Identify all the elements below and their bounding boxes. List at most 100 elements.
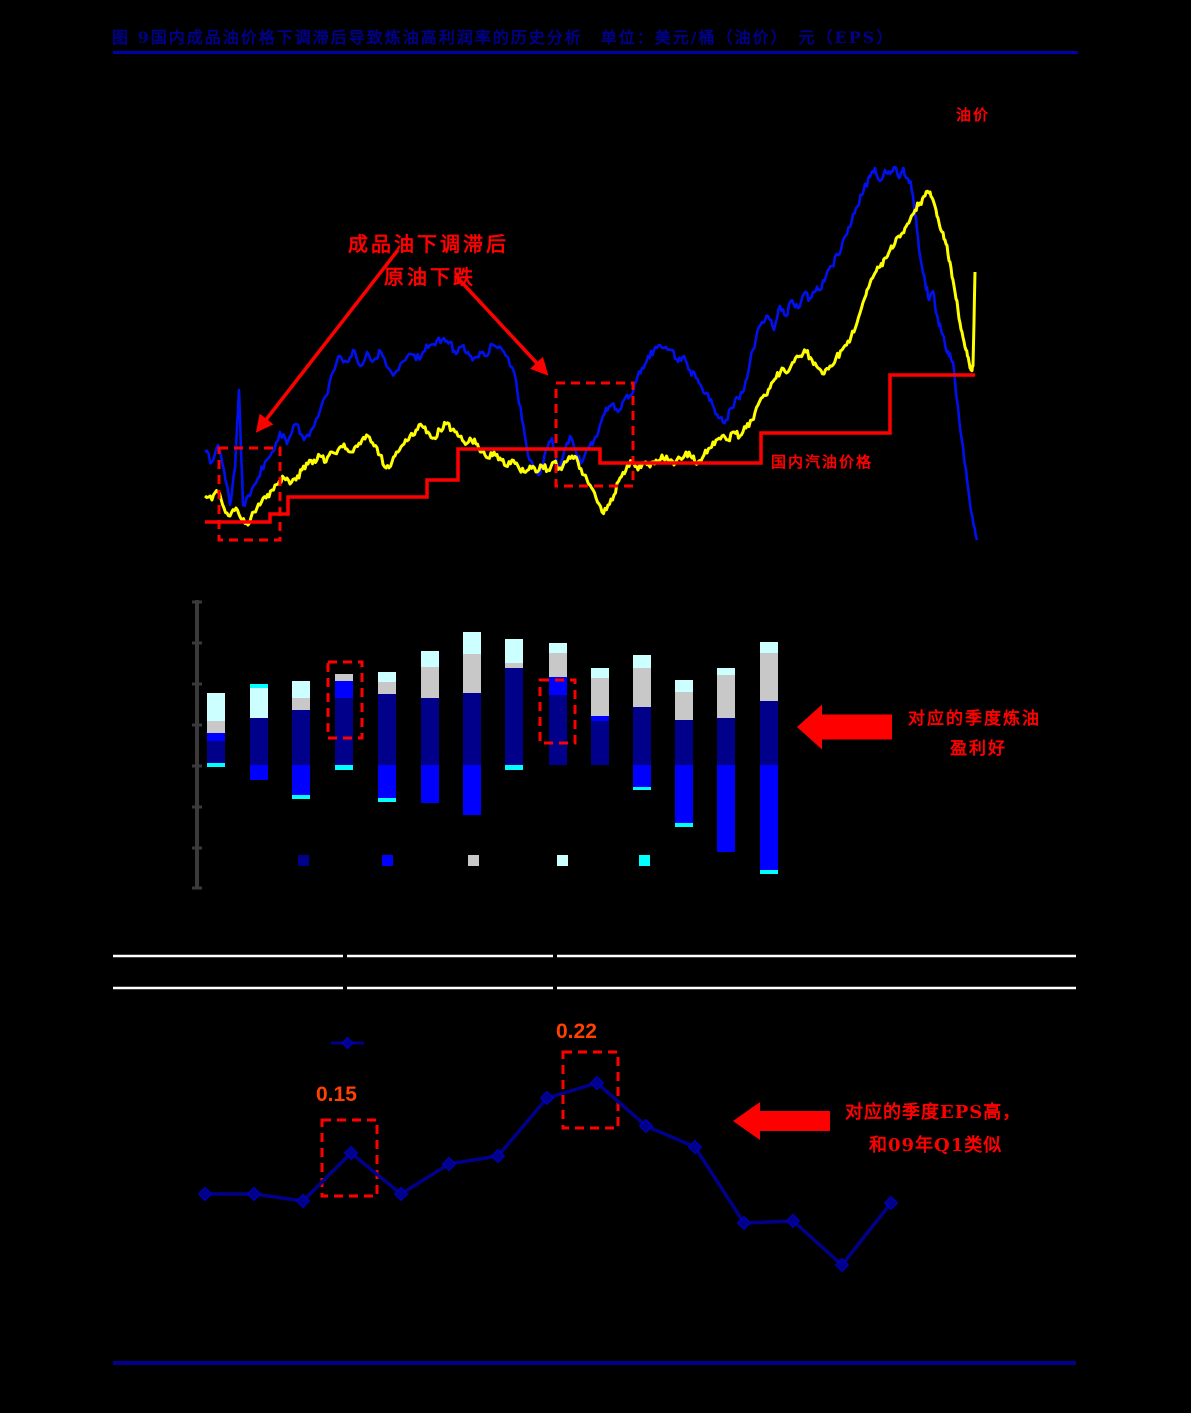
legend-swatch-cyan bbox=[639, 855, 650, 866]
eps-point-marker bbox=[736, 1215, 752, 1231]
crude-oil-blue-line bbox=[204, 165, 979, 541]
bar-segment-navy bbox=[292, 710, 310, 765]
bar-segment-lightcyan bbox=[505, 639, 523, 663]
bar-segment-navy bbox=[505, 668, 523, 765]
oil-price-label: 油价 bbox=[956, 106, 991, 124]
highlight-dashed-box-2 bbox=[554, 381, 635, 488]
eps-point-marker bbox=[343, 1145, 359, 1161]
annotation-crude-fall-line2: 原油下跌 bbox=[384, 265, 476, 289]
bar-segment-blue bbox=[760, 765, 778, 870]
eps-point-marker bbox=[687, 1139, 703, 1155]
legend-swatch-lightcyan bbox=[557, 855, 568, 866]
bar-segment-blue bbox=[633, 765, 651, 787]
eps-point-marker bbox=[490, 1148, 506, 1164]
bar-segment-silver bbox=[760, 653, 778, 701]
bar-segment-silver bbox=[717, 675, 735, 718]
eps-point-marker bbox=[441, 1156, 457, 1172]
eps-line bbox=[205, 1081, 893, 1267]
bar-segment-navy bbox=[463, 693, 481, 765]
title-underline bbox=[113, 51, 1078, 54]
eps-point-marker bbox=[834, 1257, 850, 1273]
bar-segment-silver bbox=[675, 692, 693, 720]
bar-segment-silver bbox=[207, 721, 225, 733]
bar-segment-silver bbox=[378, 682, 396, 694]
highlight-dashed-box-5 bbox=[320, 1118, 379, 1198]
refining-profit-arrow bbox=[797, 704, 892, 750]
eps-note-line2: 和09年Q1类似 bbox=[869, 1135, 1003, 1156]
bar-segment-cyan bbox=[633, 787, 651, 790]
highlight-dashed-box-1 bbox=[217, 446, 282, 542]
bar-segment-navy bbox=[591, 721, 609, 765]
eps-point-marker bbox=[539, 1090, 555, 1106]
annotation-delayed-cut-line1: 成品油下调滞后 bbox=[348, 232, 509, 256]
domestic-gasoline-price-label: 国内汽油价格 bbox=[771, 453, 874, 471]
bar-segment-silver bbox=[292, 698, 310, 710]
eps-point-marker bbox=[197, 1186, 213, 1202]
eps-value-label-022: 0.22 bbox=[556, 1020, 597, 1043]
bar-segment-lightcyan bbox=[292, 681, 310, 698]
bar-segment-navy bbox=[675, 720, 693, 765]
eps-value-label-015: 0.15 bbox=[316, 1083, 357, 1106]
bar-segment-cyan bbox=[250, 684, 268, 688]
eps-point-marker bbox=[393, 1186, 409, 1202]
highlight-dashed-box-6 bbox=[561, 1050, 620, 1130]
bar-segment-silver bbox=[421, 667, 439, 698]
bar-segment-blue bbox=[378, 765, 396, 798]
bottom-rule bbox=[113, 1361, 1076, 1365]
bar-segment-blue bbox=[675, 765, 693, 823]
bar-segment-navy bbox=[335, 698, 353, 765]
eps-point-marker bbox=[638, 1118, 654, 1134]
bar-segment-silver bbox=[335, 674, 353, 681]
bar-segment-silver bbox=[633, 668, 651, 707]
bar-segment-blue bbox=[463, 765, 481, 815]
legend-swatch-silver bbox=[468, 855, 479, 866]
annotation-arrow-2 bbox=[453, 273, 549, 376]
legend-swatch-navy bbox=[298, 855, 309, 866]
bar-segment-silver bbox=[463, 654, 481, 693]
bar-segment-lightcyan bbox=[207, 693, 225, 721]
eps-point-marker bbox=[785, 1213, 801, 1229]
bar-segment-blue bbox=[207, 733, 225, 741]
bar-segment-navy bbox=[250, 718, 268, 765]
bar-segment-lightcyan bbox=[675, 680, 693, 692]
figure-title: 图 9国内成品油价格下调滞后导致炼油高利润率的历史分析 单位：美元/桶（油价） … bbox=[112, 28, 895, 47]
bar-segment-blue bbox=[335, 681, 353, 698]
bar-segment-lightcyan bbox=[378, 672, 396, 682]
refining-profit-note-line2: 盈利好 bbox=[950, 739, 1007, 759]
bar-segment-navy bbox=[421, 698, 439, 765]
eps-note-arrow bbox=[733, 1102, 830, 1140]
eps-point-marker bbox=[589, 1075, 605, 1091]
bar-segment-cyan bbox=[292, 795, 310, 799]
refining-profit-note-line1: 对应的季度炼油 bbox=[908, 709, 1041, 729]
bar-segment-navy bbox=[378, 694, 396, 765]
bar-segment-blue bbox=[292, 765, 310, 795]
eps-note-line1: 对应的季度EPS高， bbox=[845, 1102, 1022, 1123]
bar-segment-navy bbox=[633, 707, 651, 765]
crude-oil-yellow-line bbox=[204, 189, 977, 527]
bar-segment-lightcyan bbox=[591, 668, 609, 678]
annotation-arrow-1 bbox=[255, 248, 400, 433]
bar-segment-lightcyan bbox=[463, 632, 481, 654]
legend-swatch-blue bbox=[382, 855, 393, 866]
bar-segment-cyan bbox=[760, 870, 778, 874]
bar-segment-navy bbox=[207, 741, 225, 763]
bar-segment-lightcyan bbox=[421, 651, 439, 667]
bar-segment-cyan bbox=[335, 765, 353, 770]
gasoline-step-line bbox=[205, 373, 975, 524]
bar-segment-lightcyan bbox=[760, 642, 778, 653]
bar-segment-cyan bbox=[378, 798, 396, 802]
bar-segment-blue bbox=[421, 765, 439, 803]
bar-segment-lightcyan bbox=[250, 688, 268, 718]
highlight-dashed-box-3 bbox=[326, 660, 364, 740]
bar-segment-cyan bbox=[505, 765, 523, 770]
eps-legend-marker bbox=[341, 1036, 354, 1050]
bar-segment-blue bbox=[717, 765, 735, 852]
bar-segment-blue bbox=[250, 765, 268, 780]
bar-segment-silver bbox=[505, 663, 523, 668]
bar-segment-blue bbox=[591, 716, 609, 721]
bar-segment-navy bbox=[549, 695, 567, 765]
eps-point-marker bbox=[295, 1193, 311, 1209]
bar-segment-lightcyan bbox=[717, 668, 735, 675]
eps-point-marker bbox=[246, 1186, 262, 1202]
